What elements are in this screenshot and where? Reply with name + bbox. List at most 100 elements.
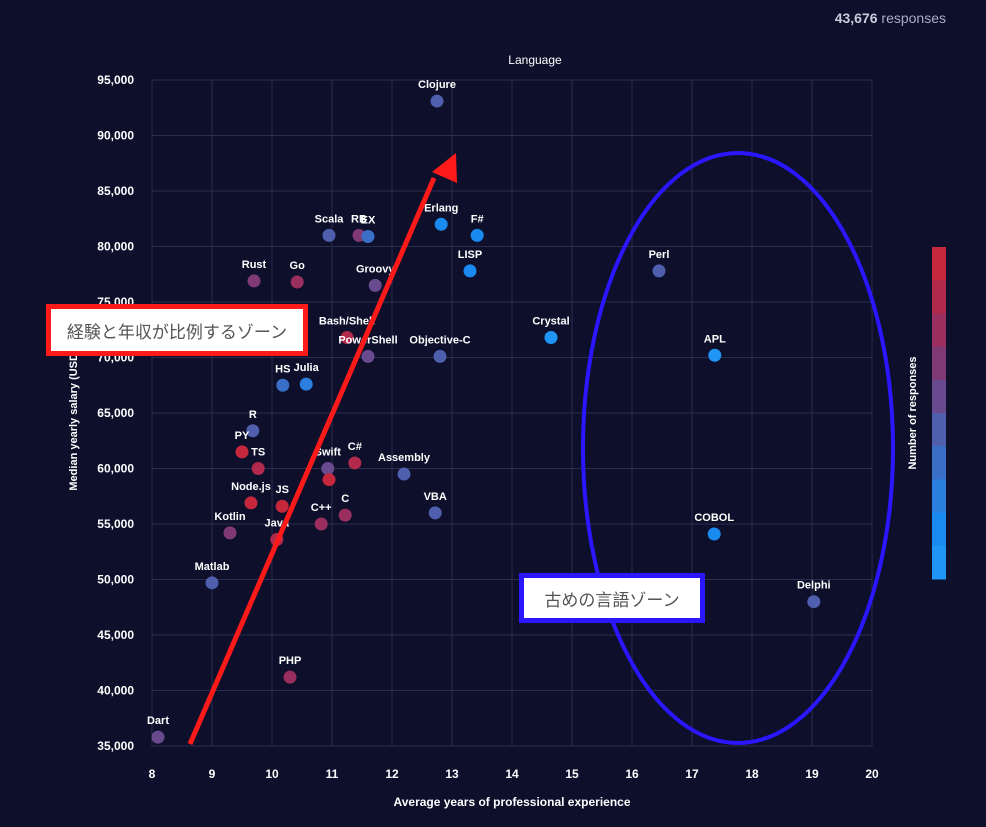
y-tick-label: 40,000 (97, 684, 134, 698)
data-point (361, 349, 375, 363)
x-tick-label: 16 (625, 767, 639, 781)
responses-label: responses (881, 10, 946, 26)
x-tick-label: 9 (209, 767, 216, 781)
data-point (708, 348, 722, 362)
annotation-shapes (187, 151, 895, 745)
point-label: APL (704, 333, 726, 345)
data-point (338, 508, 352, 522)
data-point (433, 349, 447, 363)
data-point (247, 274, 261, 288)
data-point (205, 576, 219, 590)
point-label: Erlang (424, 202, 458, 214)
axes: 8 9 10 11 12 13 14 15 16 17 18 19 20 35,000 40,000 45,0… (97, 73, 879, 781)
data-point (235, 445, 249, 459)
data-point (807, 595, 821, 609)
x-tick-label: 20 (865, 767, 879, 781)
point-label: R (249, 409, 257, 421)
colorbar-segment (932, 413, 946, 447)
data-point (275, 499, 289, 513)
data-point (151, 730, 165, 744)
point-label: Delphi (797, 580, 831, 592)
colorbar-segment (932, 346, 946, 381)
x-tick-label: 13 (445, 767, 459, 781)
y-tick-label: 35,000 (97, 739, 134, 753)
data-point (368, 278, 382, 292)
colorbar-segment (932, 313, 946, 348)
point-label: Rust (242, 259, 267, 271)
colorbar-label: Number of responses (907, 356, 919, 469)
y-tick-label: 90,000 (97, 129, 134, 143)
point-label: Groovy (356, 263, 395, 275)
point-label: COBOL (694, 512, 734, 524)
y-tick-label: 85,000 (97, 184, 134, 198)
data-point (428, 506, 442, 520)
y-tick-label: 80,000 (97, 240, 134, 254)
point-label: VBA (424, 491, 447, 503)
data-point (251, 462, 265, 475)
data-point (322, 473, 336, 487)
point-label: Clojure (418, 79, 456, 91)
point-label: Julia (294, 362, 320, 374)
point-label: PY (235, 430, 250, 442)
y-tick-label: 55,000 (97, 517, 134, 531)
data-point (470, 228, 484, 242)
point-label: PHP (279, 655, 302, 667)
colorbar-segment (932, 446, 946, 480)
colorbar-segment (932, 247, 946, 281)
x-tick-label: 18 (745, 767, 759, 781)
colorbar-segment (932, 479, 946, 514)
x-tick-label: 8 (149, 767, 156, 781)
x-tick-label: 17 (685, 767, 699, 781)
point-label: PowerShell (338, 334, 397, 346)
colorbar-segment (932, 280, 946, 314)
chart-title: Language (508, 53, 562, 67)
data-point (223, 526, 237, 540)
point-label: Assembly (378, 452, 431, 464)
trend-arrow-head (432, 153, 457, 183)
old-languages-ellipse (581, 151, 895, 745)
point-label: TS (251, 447, 265, 459)
data-point (652, 264, 666, 278)
point-label: Crystal (532, 316, 569, 328)
experience-zone-label: 経験と年収が比例するゾーン (46, 304, 308, 356)
point-label: Go (290, 260, 306, 272)
data-point (707, 527, 721, 541)
point-label: Node.js (231, 481, 271, 493)
old-languages-zone-label: 古めの言語ゾーン (519, 573, 705, 623)
data-point (321, 462, 335, 475)
data-point (290, 275, 304, 289)
x-tick-label: 10 (265, 767, 279, 781)
data-point (322, 228, 336, 242)
point-label: RB (351, 213, 367, 225)
data-point (348, 456, 362, 470)
point-label: Dart (147, 715, 169, 727)
point-label: Swift (315, 447, 342, 459)
y-tick-label: 65,000 (97, 406, 134, 420)
data-point (246, 424, 260, 438)
trend-arrow (187, 177, 437, 745)
colorbar-segment (932, 545, 946, 580)
x-axis-label: Average years of professional experience (394, 795, 631, 809)
point-label: LISP (458, 249, 482, 261)
point-label: HS (275, 363, 290, 375)
x-tick-label: 14 (505, 767, 519, 781)
point-label: C++ (311, 502, 332, 514)
data-point (544, 331, 558, 345)
data-point (283, 670, 297, 684)
y-tick-label: 95,000 (97, 73, 134, 87)
data-point (314, 517, 328, 531)
data-point (434, 217, 448, 231)
colorbar-segment (932, 379, 946, 414)
point-label: C (341, 493, 349, 505)
x-tick-label: 15 (565, 767, 579, 781)
data-point (463, 264, 477, 278)
point-label: EX (361, 215, 376, 227)
y-axis-label: Median yearly salary (USD) (68, 349, 80, 491)
responses-counter: 43,676 responses (835, 10, 946, 26)
data-point (299, 377, 313, 391)
x-tick-label: 11 (326, 767, 339, 781)
responses-count: 43,676 (834, 10, 878, 26)
point-label: Objective-C (409, 334, 470, 346)
point-label: Bash/Shell (319, 316, 375, 328)
